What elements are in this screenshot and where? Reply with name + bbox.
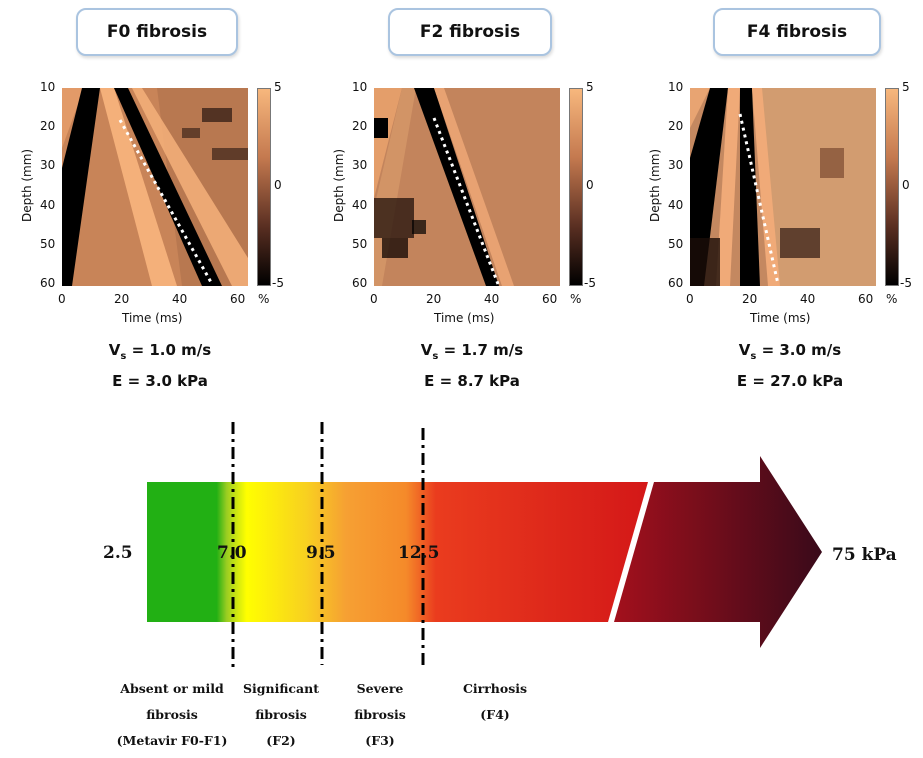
- colorbar-tick: -5: [584, 276, 596, 290]
- elasticity-value: E = 27.0 kPa: [736, 372, 844, 390]
- y-tick: 50: [40, 237, 56, 251]
- panel-f2: F2 fibrosis: [0, 0, 552, 400]
- y-tick: 20: [352, 119, 368, 133]
- colorbar-tick: 5: [274, 80, 282, 94]
- stage-line: (Metavir F0-F1): [116, 733, 228, 748]
- threshold-label: 7.0: [217, 543, 247, 563]
- colorbar-tick: 0: [586, 178, 594, 192]
- scale-end-label: 75 kPa: [832, 545, 897, 565]
- colorbar-tick: 0: [902, 178, 910, 192]
- y-tick: 40: [40, 198, 56, 212]
- y-tick: 10: [352, 80, 368, 94]
- y-tick: 30: [40, 158, 56, 172]
- elastography-map-f2: [374, 88, 560, 286]
- x-axis-label: Time (ms): [122, 311, 183, 325]
- elasticity-value: E = 8.7 kPa: [424, 372, 520, 390]
- x-tick: 60: [858, 292, 874, 306]
- x-axis-label: Time (ms): [434, 311, 495, 325]
- shear-wave-speed: Vs = 3.0 m/s: [738, 341, 842, 362]
- y-tick: 60: [40, 276, 56, 290]
- x-tick: 0: [58, 292, 66, 306]
- elastography-map-f4: [690, 88, 876, 286]
- x-axis-label: Time (ms): [750, 311, 811, 325]
- colorbar-tick: 0: [274, 178, 282, 192]
- colorbar-f2: [569, 88, 583, 286]
- y-axis-label: Depth (mm): [648, 148, 662, 222]
- stage-f2: Significant fibrosis (F2): [236, 676, 326, 754]
- x-tick: 40: [484, 292, 500, 306]
- stage-line: (F2): [266, 733, 296, 748]
- y-tick: 60: [352, 276, 368, 290]
- y-tick: 50: [668, 237, 684, 251]
- panel-f4: F4 fibrosis: [0, 0, 881, 400]
- colorbar-unit: %: [258, 292, 270, 306]
- shear-wave-speed: Vs = 1.7 m/s: [420, 341, 524, 362]
- x-tick: 40: [800, 292, 816, 306]
- x-tick: 60: [230, 292, 246, 306]
- colorbar-f4: [885, 88, 899, 286]
- threshold-label: 2.5: [103, 543, 133, 563]
- stats-f0: Vs = 1.0 m/s E = 3.0 kPa: [90, 338, 230, 393]
- y-tick: 40: [668, 198, 684, 212]
- x-tick: 40: [172, 292, 188, 306]
- y-tick: 40: [352, 198, 368, 212]
- stage-line: fibrosis: [255, 707, 307, 722]
- y-tick: 50: [352, 237, 368, 251]
- x-tick: 20: [114, 292, 130, 306]
- y-axis-label: Depth (mm): [332, 148, 346, 222]
- y-tick: 60: [668, 276, 684, 290]
- stage-line: Severe: [356, 681, 404, 696]
- y-tick: 20: [668, 119, 684, 133]
- stage-line: Cirrhosis: [462, 681, 528, 696]
- stage-line: (F4): [480, 707, 510, 722]
- colorbar-unit: %: [570, 292, 582, 306]
- stage-line: Absent or mild: [120, 681, 224, 696]
- stage-line: Significant: [242, 681, 319, 696]
- shear-wave-speed: Vs = 1.0 m/s: [108, 341, 212, 362]
- stage-f0-f1: Absent or mild fibrosis (Metavir F0-F1): [108, 676, 236, 754]
- elasticity-value: E = 3.0 kPa: [112, 372, 208, 390]
- y-tick: 10: [668, 80, 684, 94]
- colorbar-tick: 5: [586, 80, 594, 94]
- y-tick: 30: [352, 158, 368, 172]
- x-tick: 20: [742, 292, 758, 306]
- colorbar-tick: -5: [900, 276, 912, 290]
- stats-f4: Vs = 3.0 m/s E = 27.0 kPa: [715, 338, 865, 393]
- panel-f0: F0 fibrosis: [0, 0, 300, 400]
- colorbar-tick: -5: [272, 276, 284, 290]
- x-tick: 60: [542, 292, 558, 306]
- y-tick: 20: [40, 119, 56, 133]
- panel-title: F2 fibrosis: [388, 8, 552, 56]
- threshold-label: 12.5: [398, 543, 440, 563]
- stage-f4: Cirrhosis (F4): [450, 676, 540, 728]
- scale-band-left: [147, 482, 648, 622]
- threshold-label: 9.5: [306, 543, 336, 563]
- x-tick: 20: [426, 292, 442, 306]
- panel-title: F4 fibrosis: [713, 8, 881, 56]
- x-tick: 0: [686, 292, 694, 306]
- colorbar-f0: [257, 88, 271, 286]
- y-tick: 30: [668, 158, 684, 172]
- elastography-map-f0: [62, 88, 248, 286]
- stage-f3: Severe fibrosis (F3): [340, 676, 420, 754]
- stats-f2: Vs = 1.7 m/s E = 8.7 kPa: [402, 338, 542, 393]
- stage-line: fibrosis: [354, 707, 406, 722]
- stage-line: fibrosis: [146, 707, 198, 722]
- y-tick: 10: [40, 80, 56, 94]
- stage-line: (F3): [365, 733, 395, 748]
- x-tick: 0: [370, 292, 378, 306]
- scale-band-arrowhead: [614, 456, 822, 648]
- colorbar-tick: 5: [902, 80, 910, 94]
- panel-title: F0 fibrosis: [76, 8, 238, 56]
- colorbar-unit: %: [886, 292, 898, 306]
- y-axis-label: Depth (mm): [20, 148, 34, 222]
- fibrosis-scale-arrow: [147, 422, 822, 670]
